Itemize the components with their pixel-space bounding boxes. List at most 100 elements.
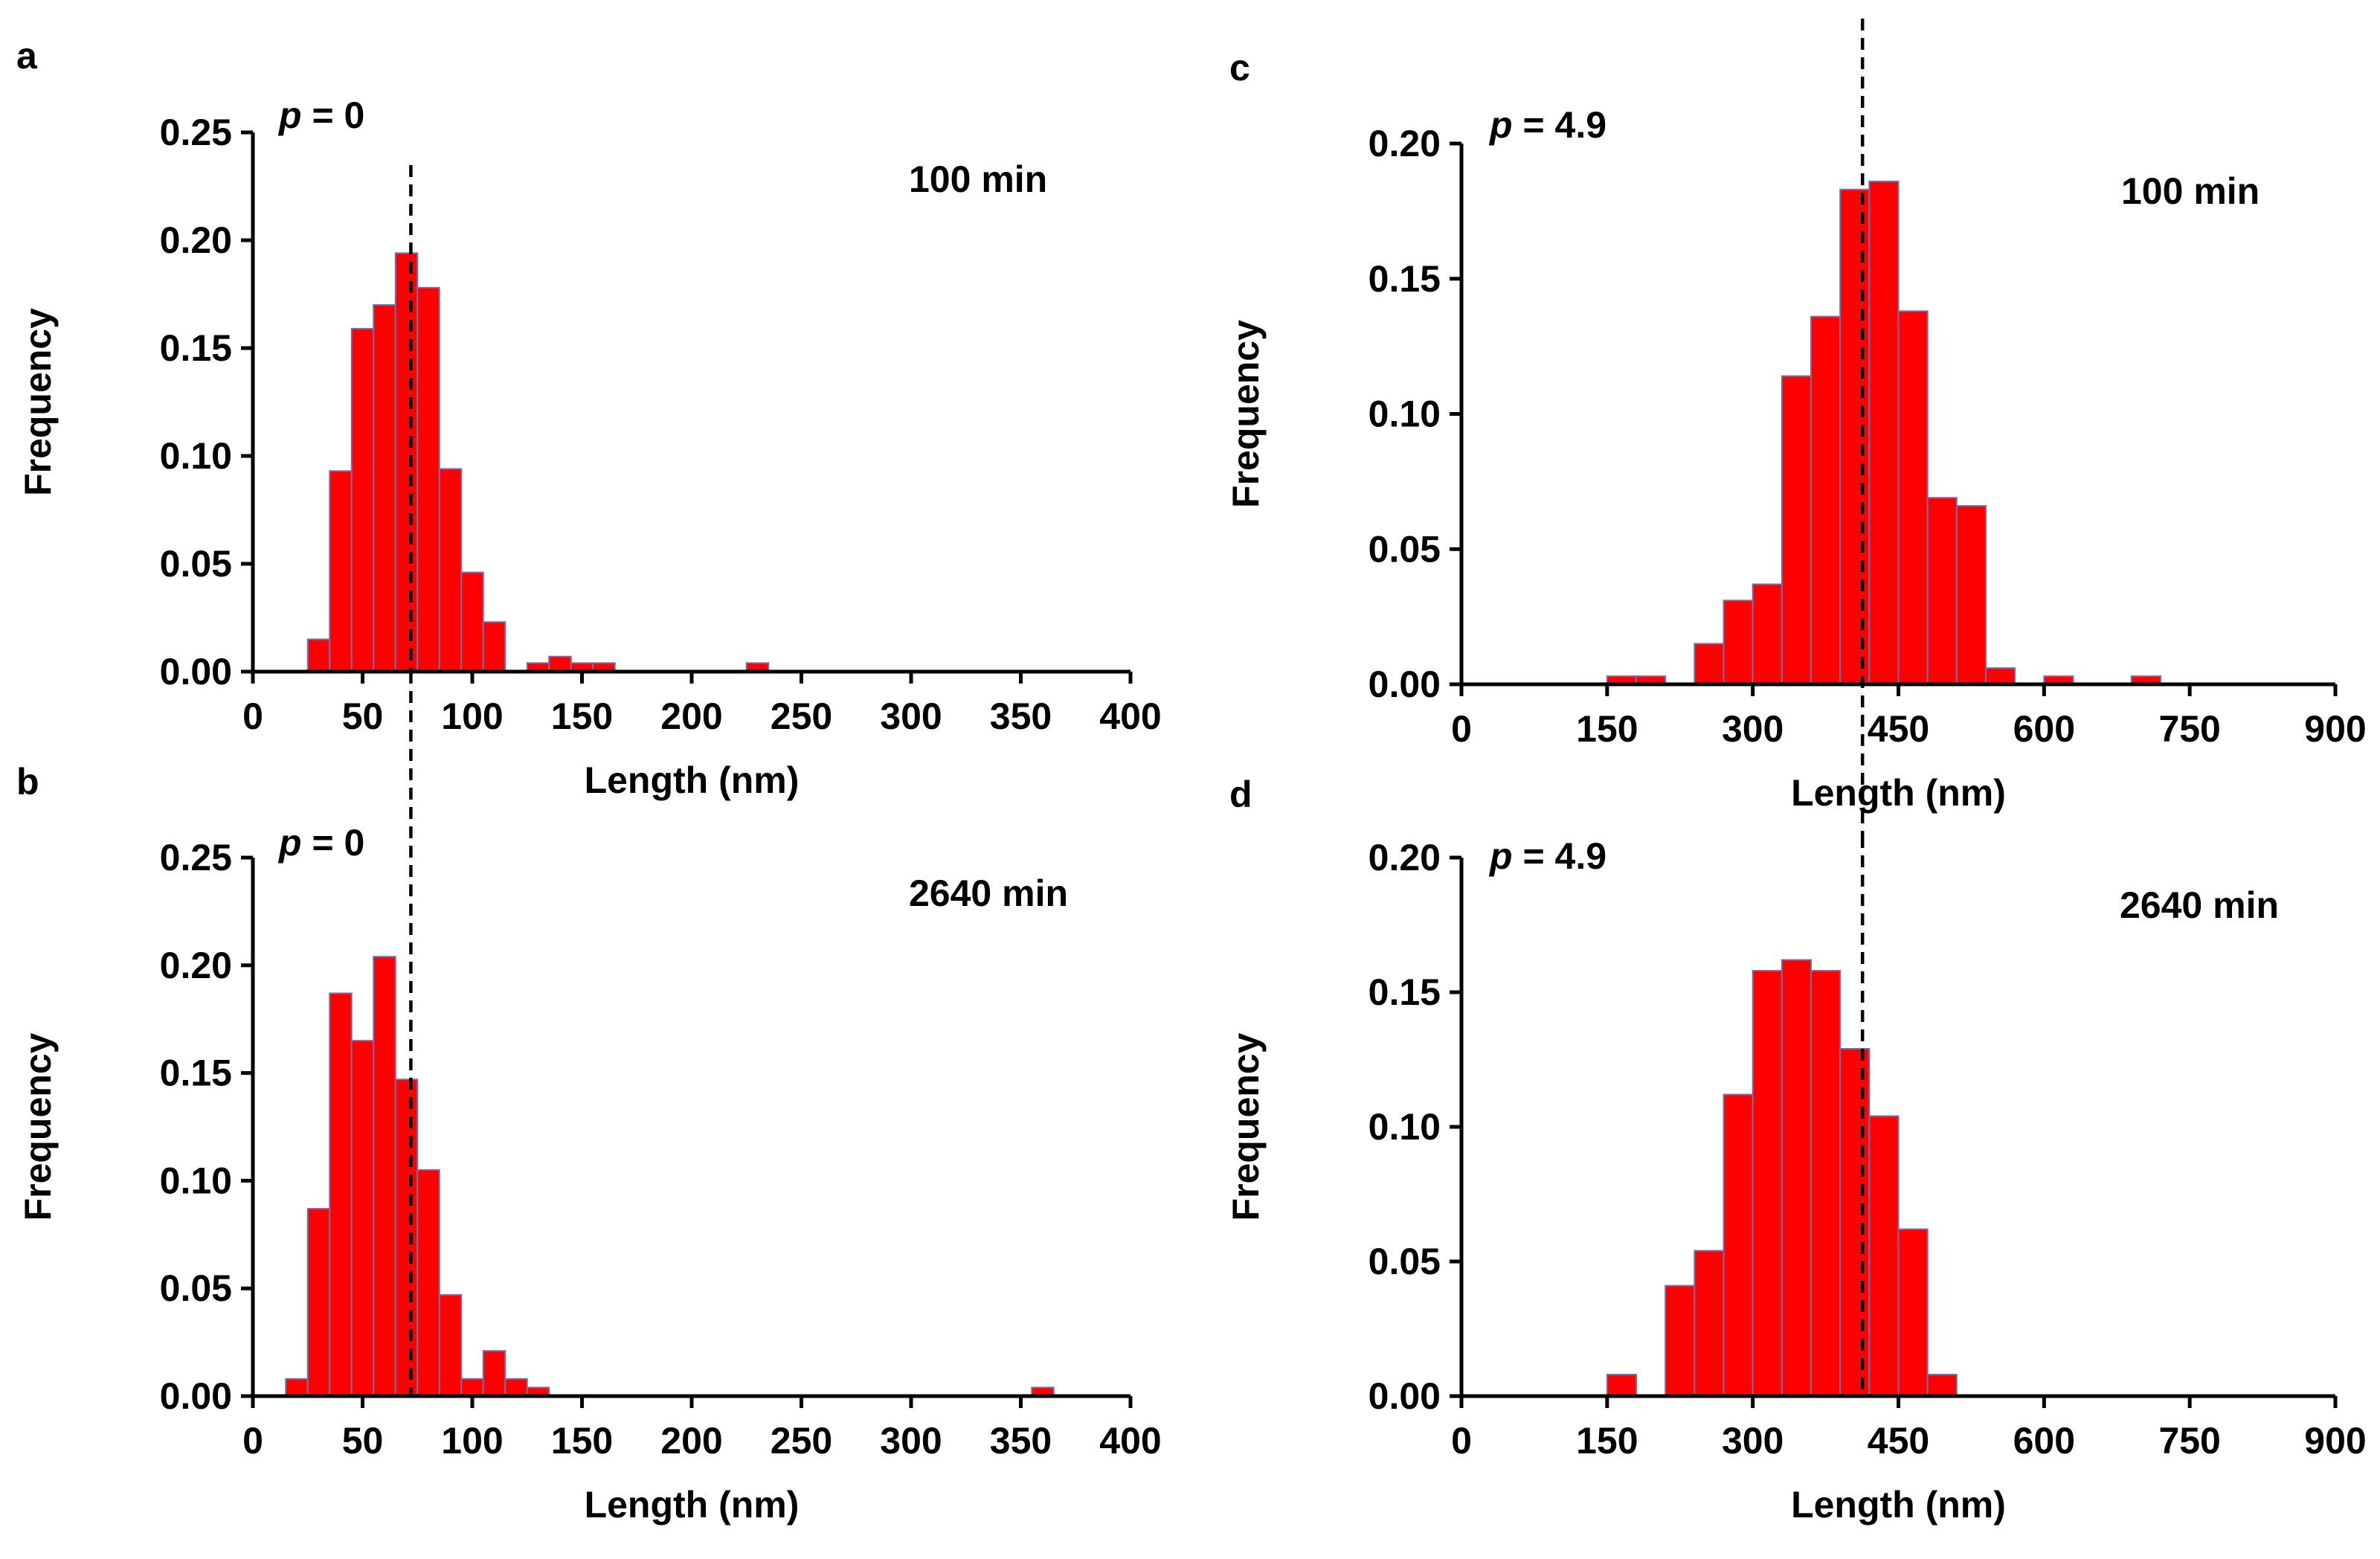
y-axis-title: Frequency bbox=[1225, 320, 1267, 508]
histogram-bar bbox=[329, 470, 353, 672]
time-label: 100 min bbox=[2121, 170, 2260, 212]
histogram-bar bbox=[394, 252, 419, 672]
panel-d: 0.00 0.05 0.10 0.15 0.20 0 150 300 450 600 750 900 L… bbox=[1225, 774, 2367, 1526]
x-tick-label: 0 bbox=[242, 1420, 263, 1462]
x-tick-label: 50 bbox=[342, 1420, 384, 1462]
x-tick-label: 0 bbox=[242, 695, 263, 737]
histogram-bar bbox=[350, 1040, 375, 1398]
y-axis-title: Frequency bbox=[1225, 1032, 1267, 1221]
y-tick-label: 0.00 bbox=[160, 651, 232, 692]
histogram-bar bbox=[1606, 1374, 1637, 1398]
x-tick-label: 0 bbox=[1451, 1420, 1472, 1462]
x-tick-label: 750 bbox=[2158, 708, 2220, 750]
y-tick-label: 0.10 bbox=[160, 1160, 232, 1201]
x-tick-label: 300 bbox=[880, 695, 942, 737]
x-tick-label: 100 bbox=[441, 1420, 503, 1462]
histogram-bar bbox=[1897, 310, 1929, 685]
histogram-bar bbox=[438, 1293, 463, 1397]
y-tick-label: 0.25 bbox=[160, 837, 232, 878]
y-tick-label: 0.10 bbox=[1368, 393, 1441, 435]
x-tick-label: 150 bbox=[1576, 1420, 1638, 1462]
y-axis-title: Frequency bbox=[17, 308, 59, 496]
histogram-bar bbox=[1810, 970, 1842, 1398]
panel-a: 0.00 0.05 0.10 0.15 0.20 0.25 0 50 100 150 200 250 3… bbox=[16, 35, 1162, 801]
histogram-bar bbox=[1897, 1228, 1929, 1398]
x-tick-label: 450 bbox=[1868, 708, 1929, 750]
x-tick-label: 600 bbox=[2013, 1420, 2075, 1462]
x-tick-label: 200 bbox=[660, 1420, 722, 1462]
histogram-bar bbox=[373, 956, 396, 1397]
x-tick-label: 250 bbox=[771, 1420, 832, 1462]
x-tick-label: 150 bbox=[551, 1420, 613, 1462]
histogram-bar bbox=[1810, 315, 1842, 685]
y-tick-label: 0.20 bbox=[160, 219, 232, 261]
panel-letter: d bbox=[1229, 774, 1252, 815]
histogram-bar bbox=[1839, 188, 1871, 686]
histogram-bar bbox=[460, 571, 484, 672]
x-tick-label: 900 bbox=[2304, 1420, 2366, 1462]
x-tick-label: 600 bbox=[2013, 708, 2075, 750]
histogram-bar bbox=[373, 304, 396, 672]
y-tick-label: 0.10 bbox=[160, 435, 232, 477]
y-tick-label: 0.25 bbox=[160, 112, 232, 153]
x-tick-label: 350 bbox=[990, 695, 1052, 737]
p-value-label: p = 4.9 bbox=[1488, 104, 1606, 146]
histogram-bar bbox=[1723, 600, 1754, 685]
x-tick-label: 150 bbox=[1576, 708, 1638, 750]
p-value-label: p = 0 bbox=[277, 94, 364, 136]
histogram-bar bbox=[1926, 1374, 1958, 1398]
histogram-bar bbox=[285, 1378, 309, 1398]
y-tick-label: 0.00 bbox=[1368, 1375, 1441, 1417]
y-tick-label: 0.20 bbox=[160, 945, 232, 986]
x-tick-label: 200 bbox=[660, 695, 722, 737]
histogram-bar bbox=[1781, 959, 1812, 1398]
p-value-label: p = 4.9 bbox=[1488, 835, 1606, 877]
y-tick-label: 0.00 bbox=[160, 1375, 232, 1417]
y-tick-label: 0.20 bbox=[1368, 837, 1441, 878]
x-tick-label: 750 bbox=[2158, 1420, 2220, 1462]
x-axis-title: Length (nm) bbox=[585, 759, 800, 801]
histogram-bar bbox=[548, 655, 572, 673]
histogram-bar bbox=[1694, 643, 1725, 685]
histogram-bar bbox=[1665, 1285, 1696, 1397]
y-tick-label: 0.05 bbox=[160, 543, 232, 585]
y-tick-label: 0.15 bbox=[160, 327, 232, 369]
y-tick-label: 0.15 bbox=[160, 1052, 232, 1094]
histogram-bar bbox=[306, 1208, 331, 1397]
x-tick-label: 350 bbox=[990, 1420, 1052, 1462]
histogram-bar bbox=[504, 1378, 528, 1398]
y-tick-label: 0.20 bbox=[1368, 123, 1441, 164]
histogram-bar bbox=[438, 468, 463, 673]
panel-letter: c bbox=[1229, 47, 1250, 89]
histogram-bar bbox=[1985, 667, 2016, 686]
histogram-bar bbox=[482, 621, 506, 672]
y-tick-label: 0.05 bbox=[1368, 1241, 1441, 1282]
time-label: 2640 min bbox=[2120, 884, 2279, 926]
x-tick-label: 400 bbox=[1099, 695, 1161, 737]
histogram-bar bbox=[1781, 375, 1812, 685]
x-tick-label: 150 bbox=[551, 695, 613, 737]
x-tick-label: 300 bbox=[880, 1420, 942, 1462]
y-tick-label: 0.00 bbox=[1368, 663, 1441, 705]
x-tick-label: 50 bbox=[342, 695, 384, 737]
histogram-bar bbox=[394, 1079, 419, 1397]
y-tick-label: 0.10 bbox=[1368, 1106, 1441, 1148]
time-label: 100 min bbox=[909, 158, 1047, 200]
x-tick-label: 300 bbox=[1722, 708, 1784, 750]
time-label: 2640 min bbox=[909, 872, 1068, 914]
p-value-label: p = 0 bbox=[277, 822, 364, 864]
panel-letter: b bbox=[16, 761, 39, 803]
x-tick-label: 0 bbox=[1451, 708, 1472, 750]
x-tick-label: 900 bbox=[2304, 708, 2366, 750]
histogram-bar bbox=[1694, 1250, 1725, 1398]
x-axis-title: Length (nm) bbox=[585, 1484, 800, 1526]
y-axis-title: Frequency bbox=[17, 1032, 59, 1221]
histogram-bar bbox=[416, 1169, 440, 1398]
histogram-bar bbox=[350, 327, 375, 672]
x-tick-label: 300 bbox=[1722, 1420, 1784, 1462]
x-axis-title: Length (nm) bbox=[1791, 1484, 2006, 1526]
histogram-bar bbox=[1752, 583, 1783, 685]
panel-b: 0.00 0.05 0.10 0.15 0.20 0.25 0 50 100 150 200 250 3… bbox=[16, 672, 1162, 1526]
histogram-bar bbox=[1752, 970, 1783, 1398]
